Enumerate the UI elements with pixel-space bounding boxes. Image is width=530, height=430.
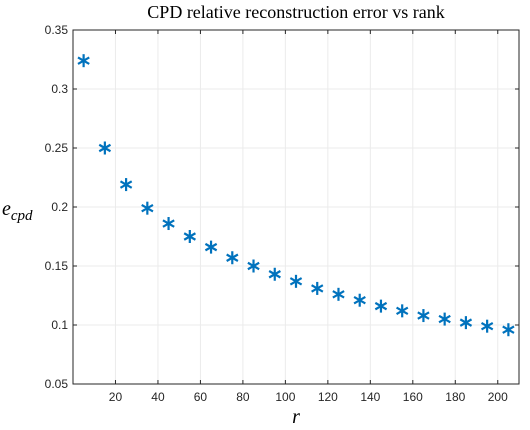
marker-stroke <box>268 270 281 279</box>
x-tick-label: 40 <box>151 390 165 404</box>
data-point-marker <box>247 259 260 273</box>
x-tick-label: 80 <box>236 390 250 404</box>
marker-stroke <box>119 180 133 189</box>
data-point-marker <box>226 251 239 265</box>
data-point-marker <box>374 299 388 313</box>
chart-title: CPD relative reconstruction error vs ran… <box>147 2 444 22</box>
data-point-marker <box>396 304 409 318</box>
data-point-marker <box>353 293 366 307</box>
data-markers <box>77 54 515 337</box>
data-point-marker <box>459 316 473 330</box>
x-tick-label: 120 <box>318 390 338 404</box>
x-tick-label: 200 <box>488 390 508 404</box>
marker-stroke <box>332 290 345 299</box>
data-point-marker <box>98 141 112 155</box>
marker-stroke <box>311 284 324 293</box>
data-point-marker <box>183 230 196 243</box>
data-point-marker <box>438 312 451 326</box>
marker-stroke <box>459 318 473 327</box>
x-tick-label: 60 <box>194 390 208 404</box>
data-point-marker <box>119 178 133 192</box>
data-point-marker <box>204 240 218 254</box>
y-axis-label-subscript: cpd <box>11 208 33 224</box>
data-point-marker <box>77 54 90 68</box>
marker-stroke <box>396 306 409 316</box>
x-tick-label: 180 <box>445 390 465 404</box>
marker-stroke <box>141 203 154 213</box>
x-tick-label: 100 <box>275 390 295 404</box>
marker-stroke <box>226 253 239 262</box>
marker-stroke <box>183 232 196 241</box>
x-axis-label: r <box>292 406 300 428</box>
marker-stroke <box>98 143 112 153</box>
marker-stroke <box>204 242 218 252</box>
x-tick-label: 160 <box>403 390 423 404</box>
y-tick-label: 0.35 <box>45 23 69 37</box>
marker-stroke <box>480 321 494 331</box>
data-point-marker <box>480 319 494 333</box>
y-tick-label: 0.15 <box>45 259 69 273</box>
data-point-marker <box>289 274 303 288</box>
data-point-marker <box>417 309 430 323</box>
marker-stroke <box>247 261 260 271</box>
marker-stroke <box>417 311 430 320</box>
data-point-marker <box>268 267 281 281</box>
x-tick-label: 140 <box>360 390 380 404</box>
marker-stroke <box>289 277 303 286</box>
marker-stroke <box>77 56 90 65</box>
y-tick-label: 0.25 <box>45 141 69 155</box>
data-point-marker <box>141 201 154 215</box>
marker-stroke <box>438 314 451 324</box>
axis-ticks: 20 40 60 80 100 120 140 160 180 200 0.05 0.1 0.15 0.2… <box>45 23 519 404</box>
data-point-marker <box>502 323 515 337</box>
x-tick-label: 20 <box>109 390 123 404</box>
data-point-marker <box>332 287 345 301</box>
y-tick-label: 0.2 <box>51 200 68 214</box>
marker-stroke <box>162 219 175 228</box>
y-tick-label: 0.3 <box>51 82 68 96</box>
grid-lines <box>73 29 519 385</box>
y-axis-label-base: e <box>2 198 11 220</box>
marker-stroke <box>353 296 366 305</box>
y-tick-label: 0.1 <box>51 318 68 332</box>
data-point-marker <box>311 281 324 295</box>
y-axis-label: ecpd <box>2 198 33 224</box>
data-point-marker <box>162 217 175 231</box>
marker-stroke <box>502 325 515 334</box>
marker-stroke <box>374 301 388 311</box>
y-tick-label: 0.05 <box>45 377 69 391</box>
